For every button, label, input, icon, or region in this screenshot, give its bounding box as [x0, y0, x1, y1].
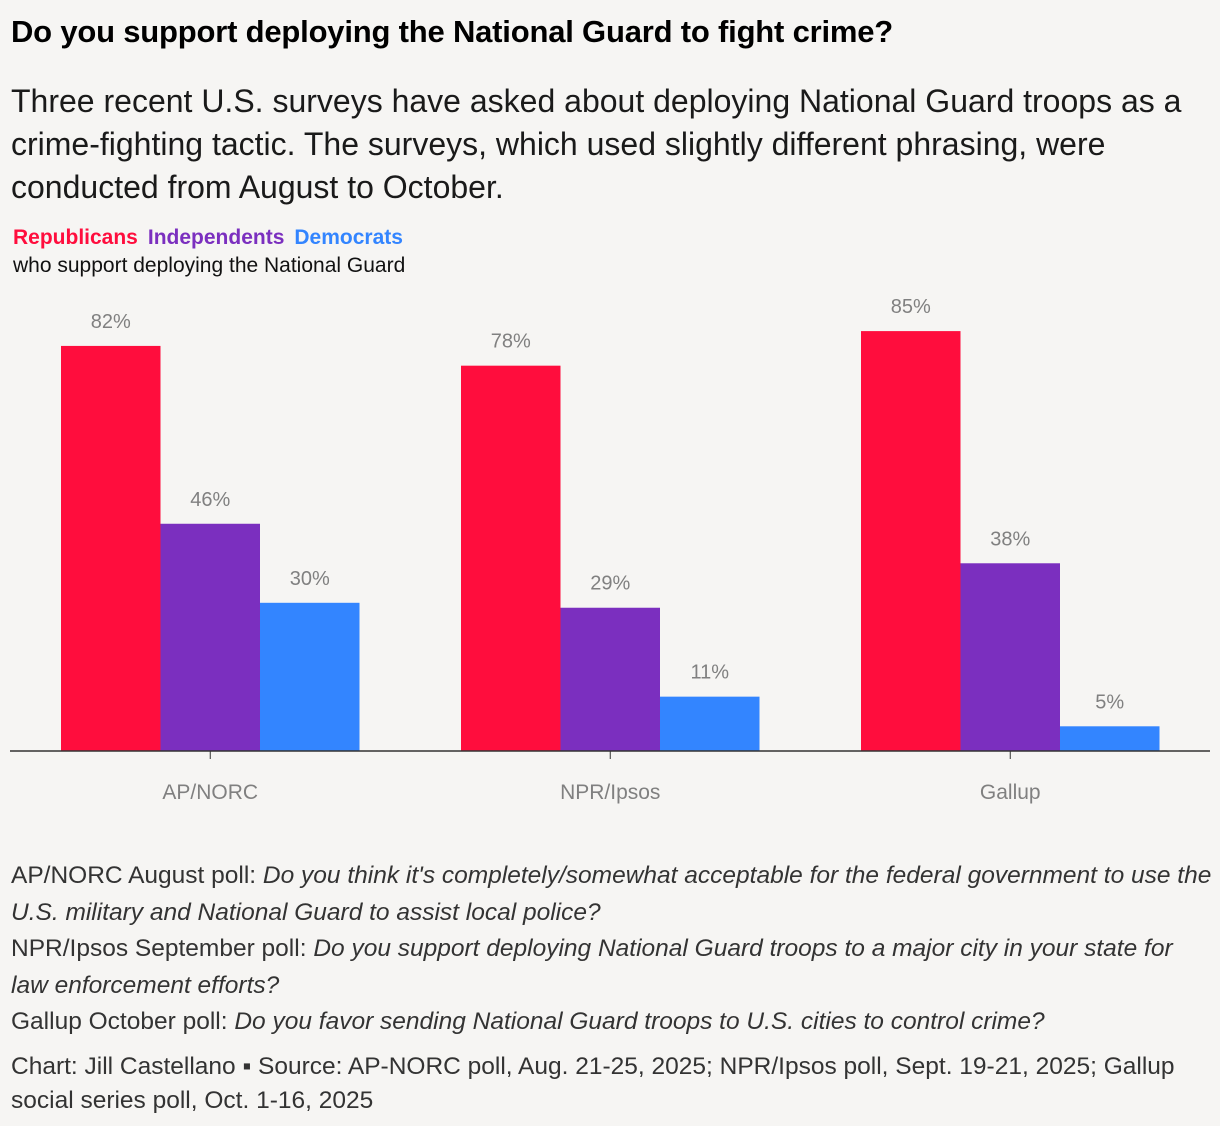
- legend-republicans: Republicans: [13, 226, 138, 249]
- chart-title: Do you support deploying the National Gu…: [11, 14, 894, 49]
- bar-democrats: [260, 602, 360, 751]
- note-gallup: Gallup October poll: Do you favor sendin…: [11, 1008, 1045, 1035]
- bar-independents: [960, 563, 1060, 751]
- data-label-independents: 29%: [590, 573, 630, 595]
- note-apnorc: AP/NORC August poll: Do you think it's c…: [11, 862, 1212, 926]
- poll-notes: AP/NORC August poll: Do you think it's c…: [11, 858, 1216, 1041]
- bar-republicans: [61, 345, 161, 751]
- data-label-democrats: 5%: [1095, 691, 1124, 713]
- bar-democrats: [1060, 726, 1160, 751]
- legend-note: who support deploying the National Guard: [13, 254, 406, 277]
- data-label-republicans: 85%: [891, 296, 931, 318]
- legend: Republicans Independents Democrats: [13, 226, 413, 250]
- data-label-independents: 38%: [990, 528, 1030, 550]
- data-label-republicans: 78%: [491, 331, 531, 353]
- bar-republicans: [861, 331, 961, 751]
- source-credit: Chart: Jill Castellano ▪ Source: AP-NORC…: [11, 1053, 1175, 1114]
- data-label-democrats: 30%: [290, 568, 330, 590]
- legend-independents: Independents: [147, 226, 285, 249]
- bar-democrats: [660, 696, 760, 751]
- bar-chart: 82% 46% 30% AP/NORC 78% 29% 11% NPR/Ipsos 85% 38%…: [10, 296, 1210, 804]
- data-label-independents: 46%: [190, 489, 230, 511]
- bar-republicans: [461, 365, 561, 751]
- note-npr-ipsos: NPR/Ipsos September poll: Do you support…: [11, 935, 1173, 999]
- data-label-democrats: 11%: [690, 662, 729, 684]
- legend-democrats: Democrats: [294, 226, 403, 249]
- x-tick-label: Gallup: [980, 781, 1041, 804]
- x-tick-label: NPR/Ipsos: [560, 781, 660, 804]
- bar-independents: [560, 607, 660, 751]
- data-label-republicans: 82%: [91, 311, 131, 333]
- x-tick-label: AP/NORC: [162, 781, 258, 804]
- chart-subtitle: Three recent U.S. surveys have asked abo…: [11, 83, 1182, 205]
- bar-independents: [160, 523, 260, 751]
